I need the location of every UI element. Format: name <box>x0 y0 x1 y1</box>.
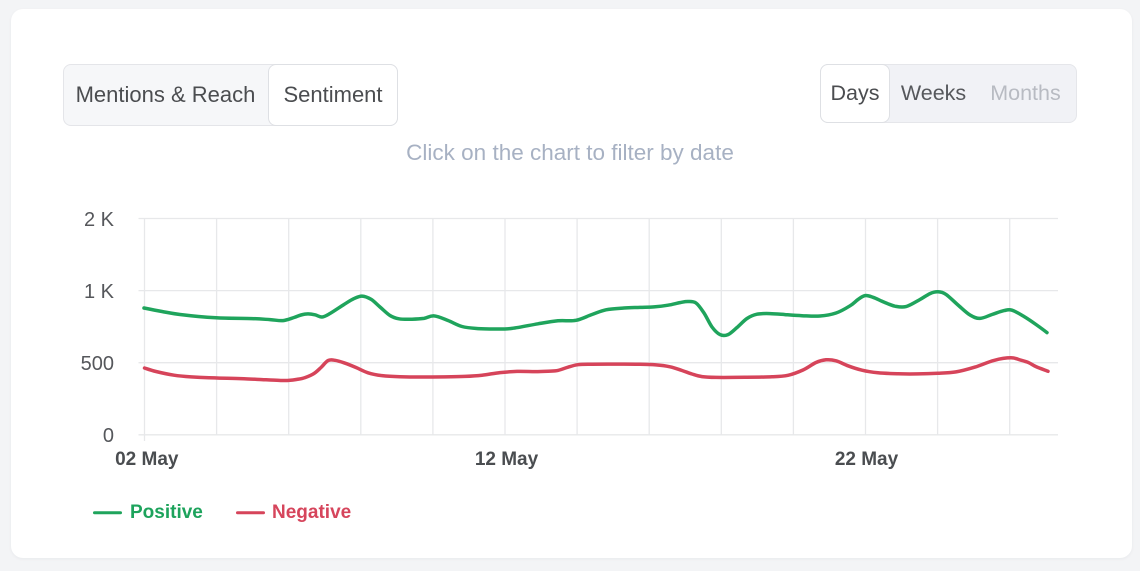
svg-text:12 May: 12 May <box>475 449 539 470</box>
svg-text:2 K: 2 K <box>84 209 115 231</box>
svg-text:0: 0 <box>103 425 114 447</box>
svg-text:1 K: 1 K <box>84 281 115 303</box>
svg-text:22 May: 22 May <box>835 449 899 470</box>
svg-text:500: 500 <box>81 353 114 375</box>
svg-text:02 May: 02 May <box>115 449 179 470</box>
